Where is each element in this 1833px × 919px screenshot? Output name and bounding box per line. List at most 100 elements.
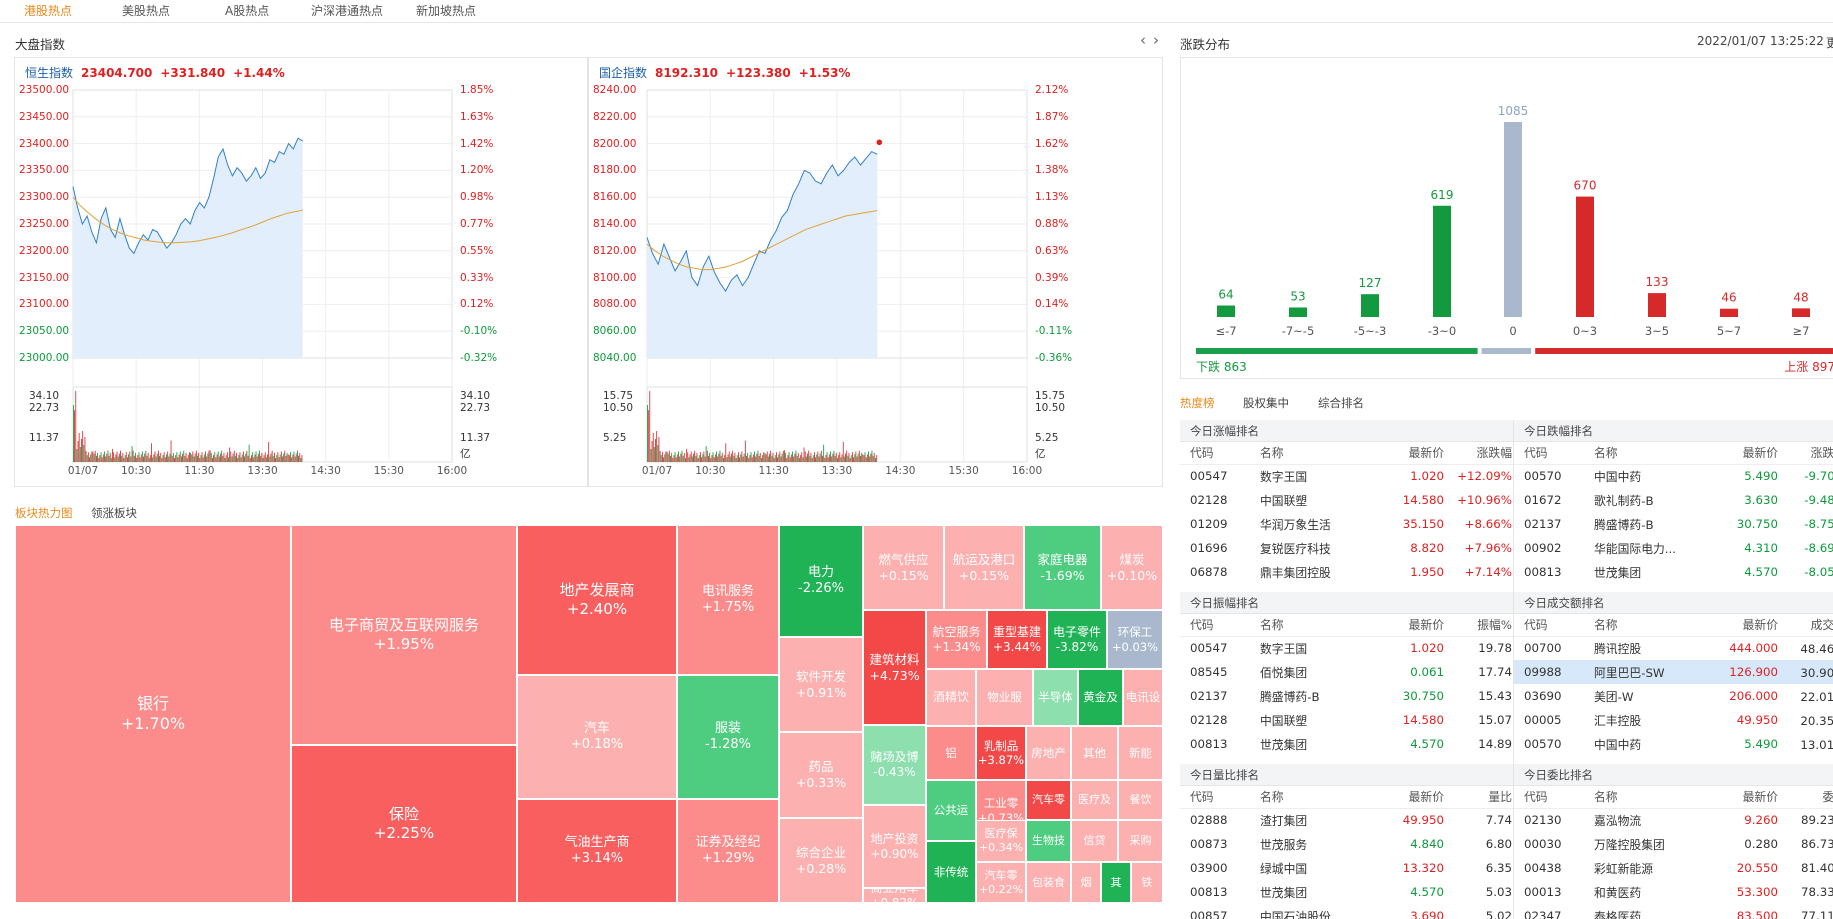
column-header[interactable]: 振幅% <box>1450 614 1518 637</box>
column-header[interactable]: 代码 <box>1180 786 1250 809</box>
sector-tile[interactable]: 铝 <box>926 726 976 780</box>
dist-bar[interactable] <box>1361 294 1379 317</box>
table-row[interactable]: 00547 数字王国 1.020 +12.09% <box>1180 464 1518 488</box>
tab-equity-concentration[interactable]: 股权集中 <box>1243 396 1289 410</box>
table-row[interactable]: 00813 世茂集团 4.570 14.89 <box>1180 732 1518 756</box>
table-row[interactable]: 02137 腾盛博药-B 30.750 -8.75% <box>1514 512 1833 536</box>
sector-tile[interactable]: 煤炭 +0.10% <box>1101 525 1163 610</box>
sector-tile[interactable]: 电子商贸及互联网服务 +1.95% <box>291 525 517 745</box>
column-header[interactable]: 名称 <box>1584 614 1704 637</box>
column-header[interactable]: 最新价 <box>1704 786 1784 809</box>
table-row[interactable]: 02130 嘉泓物流 9.260 89.23% <box>1514 808 1833 832</box>
sector-tile[interactable]: 汽车 +0.18% <box>517 675 677 799</box>
column-header[interactable]: 代码 <box>1180 614 1250 637</box>
column-header[interactable]: 委比 <box>1784 786 1833 809</box>
column-header[interactable]: 代码 <box>1514 442 1584 465</box>
sector-tile[interactable]: 证券及经纪 +1.29% <box>677 799 779 903</box>
table-row[interactable]: 02128 中国联塑 14.580 15.07 <box>1180 708 1518 732</box>
table-row[interactable]: 08545 佰悦集团 0.061 17.74 <box>1180 660 1518 684</box>
sector-tile[interactable]: 地产投资 +0.90% <box>863 805 926 888</box>
column-header[interactable]: 名称 <box>1584 786 1704 809</box>
column-header[interactable]: 名称 <box>1584 442 1704 465</box>
sector-tile[interactable]: 地产发展商 +2.40% <box>517 525 677 675</box>
table-row[interactable]: 01696 复锐医疗科技 8.820 +7.96% <box>1180 536 1518 560</box>
sector-tile[interactable]: 餐饮 <box>1118 780 1163 820</box>
column-header[interactable]: 最新价 <box>1370 614 1450 637</box>
dist-bar[interactable] <box>1792 308 1810 317</box>
hscei-name[interactable]: 国企指数 <box>599 66 648 80</box>
table-row[interactable]: 00570 中国中药 5.490 13.01亿 <box>1514 732 1833 756</box>
tab-a-share-hot[interactable]: A股热点 <box>225 4 270 18</box>
sector-tile[interactable]: 包装食 <box>1026 862 1071 903</box>
table-row[interactable]: 06878 鼎丰集团控股 1.950 +7.14% <box>1180 560 1518 584</box>
sector-tile[interactable]: 其 <box>1101 862 1131 903</box>
dist-bar[interactable] <box>1217 305 1235 317</box>
column-header[interactable]: 最新价 <box>1704 614 1784 637</box>
sector-tile[interactable]: 酒精饮 <box>926 669 976 726</box>
sector-tile[interactable]: 药品 +0.33% <box>779 732 863 818</box>
table-row[interactable]: 03900 绿城中国 13.320 6.35 <box>1180 856 1518 880</box>
sector-tile[interactable]: 电讯服务 +1.75% <box>677 525 779 675</box>
sector-tile[interactable]: 电子零件 -3.82% <box>1047 610 1107 669</box>
sector-tile[interactable]: 物业服 <box>976 669 1033 726</box>
tab-sector-heatmap[interactable]: 板块热力图 <box>15 506 73 520</box>
column-header[interactable]: 名称 <box>1250 442 1370 465</box>
sector-tile[interactable]: 采购 <box>1118 820 1163 862</box>
table-row[interactable]: 00700 腾讯控股 444.000 48.46亿 <box>1514 636 1833 660</box>
table-row[interactable]: 02347 泰格医药 83.500 77.11% <box>1514 904 1833 919</box>
table-row[interactable]: 02137 腾盛博药-B 30.750 15.43 <box>1180 684 1518 708</box>
sector-tile[interactable]: 非传统 <box>926 841 976 903</box>
dist-bar[interactable] <box>1289 307 1307 317</box>
sector-tile[interactable]: 电力 -2.26% <box>779 525 863 637</box>
table-row[interactable]: 00857 中国石油股份 3.690 5.02 <box>1180 904 1518 919</box>
dist-bar[interactable] <box>1720 308 1738 317</box>
column-header[interactable]: 最新价 <box>1704 442 1784 465</box>
column-header[interactable]: 量比 <box>1450 786 1518 809</box>
column-header[interactable]: 名称 <box>1250 786 1370 809</box>
sector-tile[interactable]: 医疗保 +0.34% <box>976 820 1026 862</box>
sector-tile[interactable]: 赌场及博 -0.43% <box>863 725 926 805</box>
column-header[interactable]: 最新价 <box>1370 442 1450 465</box>
sector-tile[interactable]: 气油生产商 +3.14% <box>517 799 677 903</box>
sector-tile[interactable]: 家庭电器 -1.69% <box>1024 525 1101 610</box>
sector-tile[interactable]: 黄金及 <box>1078 669 1123 726</box>
column-header[interactable]: 代码 <box>1514 614 1584 637</box>
tab-us-hot[interactable]: 美股热点 <box>122 4 171 18</box>
table-row[interactable]: 00438 彩虹新能源 20.550 81.40% <box>1514 856 1833 880</box>
sector-tile[interactable]: 银行 +1.70% <box>15 525 291 903</box>
dist-bar[interactable] <box>1648 293 1666 317</box>
table-row[interactable]: 00005 汇丰控股 49.950 20.35亿 <box>1514 708 1833 732</box>
table-row[interactable]: 02128 中国联塑 14.580 +10.96% <box>1180 488 1518 512</box>
sector-tile[interactable]: 服装 -1.28% <box>677 675 779 799</box>
sector-tile[interactable]: 软件开发 +0.91% <box>779 637 863 732</box>
sector-tile[interactable]: 医疗及 <box>1071 780 1118 820</box>
table-row[interactable]: 00547 数字王国 1.020 19.78 <box>1180 636 1518 660</box>
table-row[interactable]: 01209 华润万象生活 35.150 +8.66% <box>1180 512 1518 536</box>
tab-hot-list[interactable]: 热度榜 <box>1180 396 1215 410</box>
tab-composite-ranking[interactable]: 综合排名 <box>1318 396 1364 410</box>
sector-tile[interactable]: 建筑材料 +4.73% <box>863 610 926 725</box>
table-row[interactable]: 00813 世茂集团 4.570 -8.05% <box>1514 560 1833 584</box>
prev-arrow-icon[interactable]: ‹ <box>1140 31 1146 49</box>
sector-tile[interactable]: 信贷 <box>1071 820 1118 862</box>
table-row[interactable]: 00030 万隆控股集团 0.280 86.73% <box>1514 832 1833 856</box>
more-link[interactable]: 更 <box>1826 36 1833 50</box>
sector-tile[interactable]: 综合企业 +0.28% <box>779 818 863 903</box>
column-header[interactable]: 名称 <box>1250 614 1370 637</box>
table-row[interactable]: 03690 美团-W 206.000 22.01亿 <box>1514 684 1833 708</box>
sector-tile[interactable]: 汽车零 <box>1026 780 1071 820</box>
sector-tile[interactable]: 商业用车+0.82% <box>863 888 926 903</box>
table-row[interactable]: 00873 世茂服务 4.840 6.80 <box>1180 832 1518 856</box>
next-arrow-icon[interactable]: › <box>1153 31 1159 49</box>
table-row[interactable]: 00570 中国中药 5.490 -9.70% <box>1514 464 1833 488</box>
sector-tile[interactable]: 保险 +2.25% <box>291 745 517 903</box>
table-row[interactable]: 00813 世茂集团 4.570 5.03 <box>1180 880 1518 904</box>
dist-bar[interactable] <box>1576 196 1594 317</box>
column-header[interactable]: 涨跌幅 <box>1784 442 1833 465</box>
table-row[interactable]: 00902 华能国际电力... 4.310 -8.69% <box>1514 536 1833 560</box>
dist-bar[interactable] <box>1504 122 1522 317</box>
table-row[interactable]: 00013 和黄医药 53.300 78.33% <box>1514 880 1833 904</box>
sector-tile[interactable]: 公共运 <box>926 780 976 841</box>
hsi-name[interactable]: 恒生指数 <box>25 66 74 80</box>
